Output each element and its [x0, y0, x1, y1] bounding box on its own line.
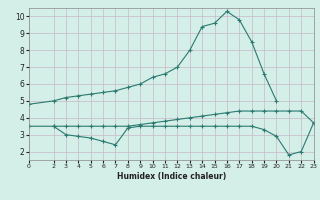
X-axis label: Humidex (Indice chaleur): Humidex (Indice chaleur) [116, 172, 226, 181]
